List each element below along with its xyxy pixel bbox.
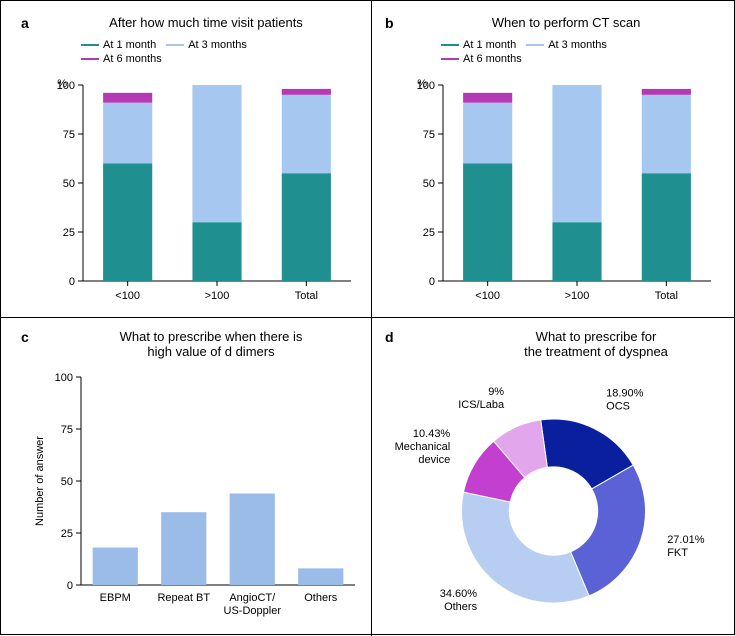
legend-label: At 1 month — [103, 39, 156, 51]
panel-a-title: After how much time visit patients — [61, 15, 351, 30]
svg-text:AngioCT/: AngioCT/ — [229, 592, 276, 604]
svg-text:device: device — [418, 454, 450, 466]
legend-item: At 1 month — [81, 39, 156, 51]
panel-a-legend: At 1 month At 3 months At 6 months — [81, 37, 361, 65]
legend-item: At 6 months — [81, 53, 162, 65]
panel-b-title: When to perform CT scan — [421, 15, 711, 30]
figure-container: a After how much time visit patients At … — [0, 0, 735, 635]
panel-b: b When to perform CT scan At 1 month At 3… — [371, 1, 735, 317]
svg-text:<100: <100 — [115, 290, 140, 302]
svg-text:75: 75 — [63, 129, 75, 141]
svg-text:25: 25 — [63, 227, 75, 239]
svg-text:0: 0 — [429, 276, 435, 288]
svg-text:50: 50 — [61, 476, 73, 488]
svg-text:Mechanical: Mechanical — [395, 441, 451, 453]
svg-text:100: 100 — [55, 372, 73, 384]
svg-text:<100: <100 — [475, 290, 500, 302]
svg-text:75: 75 — [423, 129, 435, 141]
svg-text:EBPM: EBPM — [100, 592, 131, 604]
panel-b-label: b — [385, 15, 394, 31]
panel-a: a After how much time visit patients At … — [1, 1, 371, 317]
panel-d-chart: 18.90%OCS 27.01%FKT 34.60%Others 10.43%Mech… — [371, 352, 735, 636]
svg-text:Total: Total — [295, 290, 318, 302]
legend-item: At 6 months — [441, 53, 522, 65]
svg-text:18.90%: 18.90% — [606, 388, 644, 400]
svg-text:Number of answer: Number of answer — [34, 436, 46, 526]
panel-c-chart: Number of answer 0 25 50 75 100 EBPM Repeat BT A… — [29, 371, 363, 625]
panel-b-chart: %0255075100<100>100Total — [401, 79, 721, 311]
panel-b-legend: At 1 month At 3 months At 6 months — [441, 37, 721, 65]
svg-text:ICS/Laba: ICS/Laba — [458, 399, 505, 411]
panel-c: c What to prescribe when there ishigh va… — [1, 317, 371, 636]
svg-text:10.43%: 10.43% — [413, 428, 451, 440]
legend-label: At 6 months — [103, 53, 162, 65]
svg-text:US-Doppler: US-Doppler — [224, 605, 282, 617]
svg-text:OCS: OCS — [606, 401, 630, 413]
legend-label: At 3 months — [548, 39, 607, 51]
legend-item: At 3 months — [166, 39, 247, 51]
svg-text:50: 50 — [63, 178, 75, 190]
panel-a-chart: %0255075100<100>100Total — [41, 79, 361, 311]
svg-text:25: 25 — [61, 528, 73, 540]
legend-label: At 6 months — [463, 53, 522, 65]
svg-text:75: 75 — [61, 424, 73, 436]
legend-item: At 1 month — [441, 39, 516, 51]
svg-text:34.60%: 34.60% — [440, 588, 478, 600]
svg-text:100: 100 — [57, 80, 75, 92]
panel-d: d What to prescribe forthe treatment of … — [371, 317, 735, 636]
svg-text:>100: >100 — [205, 290, 230, 302]
svg-text:0: 0 — [69, 276, 75, 288]
svg-text:25: 25 — [423, 227, 435, 239]
legend-label: At 3 months — [188, 39, 247, 51]
panel-c-title: What to prescribe when there ishigh valu… — [71, 329, 351, 359]
svg-text:>100: >100 — [565, 290, 590, 302]
panel-c-label: c — [21, 329, 29, 345]
svg-text:0: 0 — [67, 580, 73, 592]
svg-text:Others: Others — [304, 592, 338, 604]
svg-text:FKT: FKT — [667, 547, 688, 559]
svg-text:27.01%: 27.01% — [667, 534, 705, 546]
svg-text:100: 100 — [417, 80, 435, 92]
svg-text:Others: Others — [444, 601, 478, 613]
panel-d-label: d — [385, 329, 394, 345]
panel-a-label: a — [21, 15, 29, 31]
svg-text:Total: Total — [655, 290, 678, 302]
legend-label: At 1 month — [463, 39, 516, 51]
legend-item: At 3 months — [526, 39, 607, 51]
svg-text:Repeat BT: Repeat BT — [157, 592, 210, 604]
svg-text:50: 50 — [423, 178, 435, 190]
svg-text:9%: 9% — [488, 386, 504, 398]
